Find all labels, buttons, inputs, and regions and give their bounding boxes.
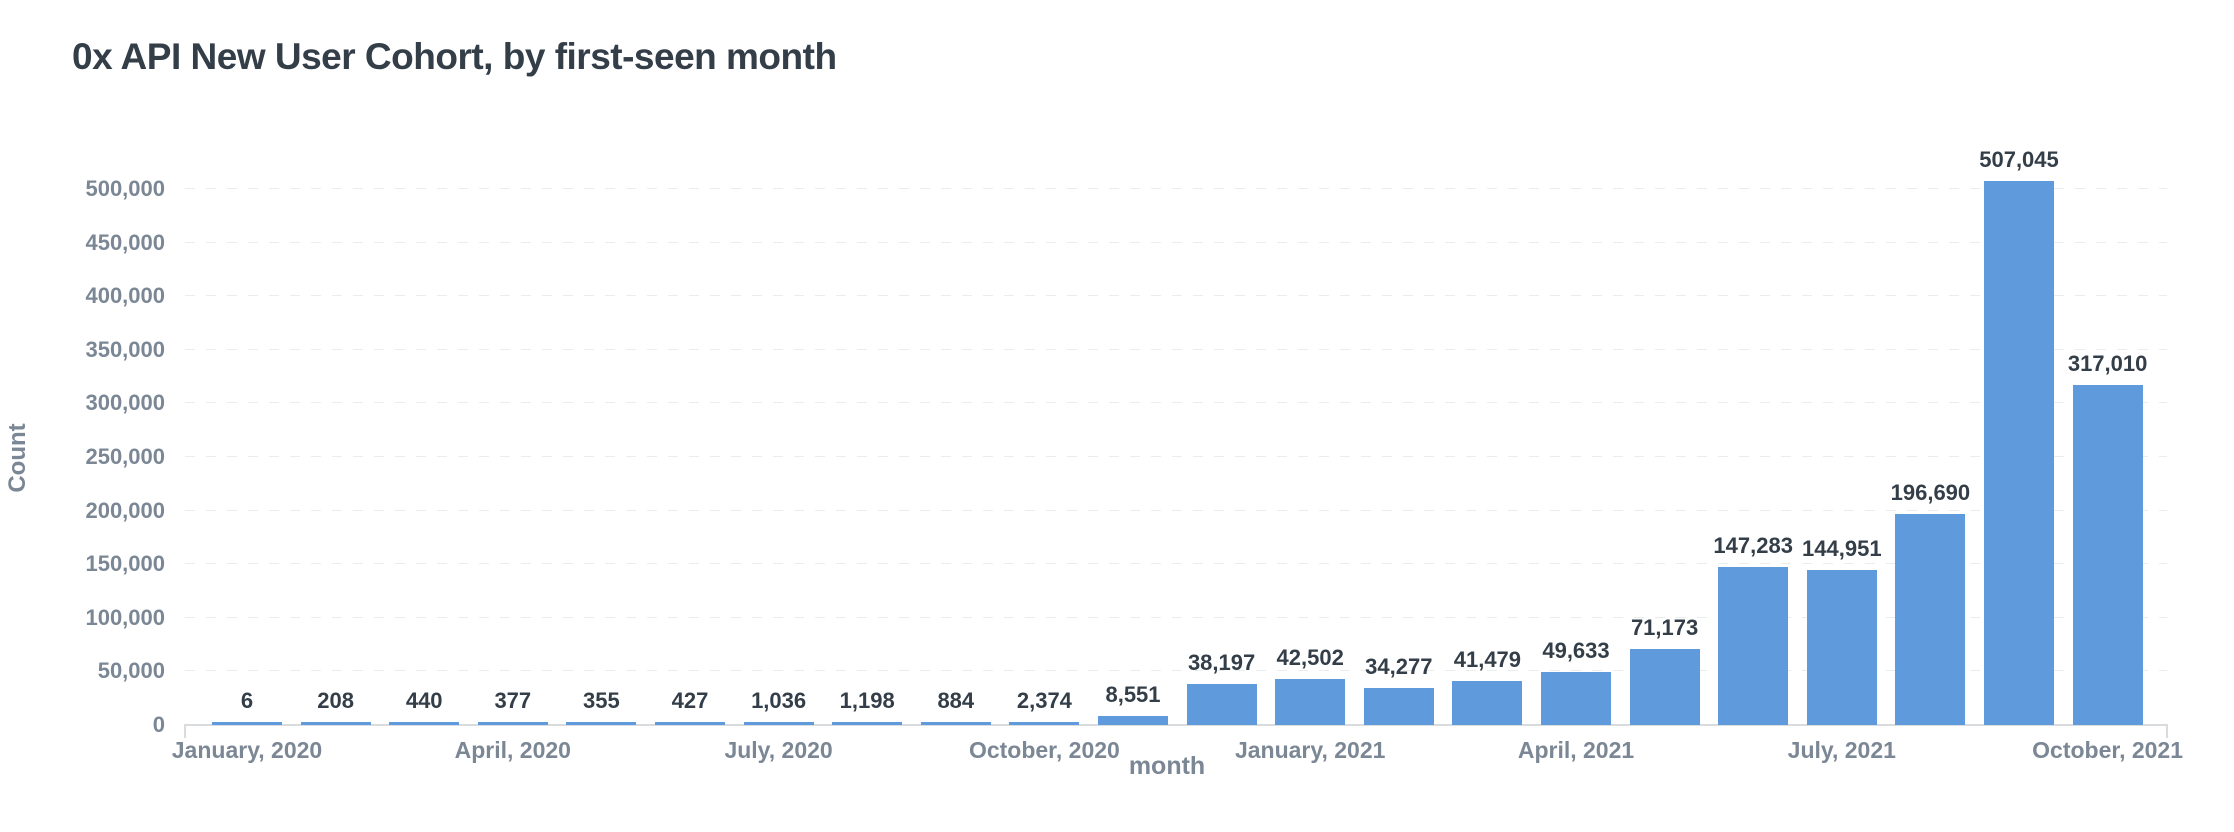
x-axis-tick-label: July, 2020 xyxy=(724,737,833,763)
bar-value-label: 6 xyxy=(240,688,254,713)
bar[interactable] xyxy=(1098,715,1168,725)
bar-value-label: 1,036 xyxy=(751,688,807,713)
bar[interactable] xyxy=(389,722,460,725)
x-axis-tick-label: July, 2021 xyxy=(1787,737,1896,763)
x-axis-tick-label: January, 2020 xyxy=(171,737,323,763)
bar[interactable] xyxy=(1186,684,1257,725)
bar-value-label: 196,690 xyxy=(1890,480,1971,506)
y-gridline xyxy=(185,509,2167,511)
bar[interactable] xyxy=(655,722,725,725)
bar-value-label: 8,551 xyxy=(1105,681,1161,707)
x-axis-title: month xyxy=(1128,752,1206,780)
bar[interactable] xyxy=(477,722,548,725)
y-axis-tick-label: 150,000 xyxy=(85,551,165,577)
bar[interactable] xyxy=(743,722,814,725)
bar-value-label: 208 xyxy=(317,688,354,713)
bar-value-label: 147,283 xyxy=(1713,533,1793,559)
x-axis-tick-label: April, 2020 xyxy=(454,737,571,763)
y-gridline xyxy=(185,348,2167,350)
bar-value-label: 71,173 xyxy=(1630,614,1699,640)
x-axis-left-tick xyxy=(184,724,186,738)
bar[interactable] xyxy=(1806,569,1877,725)
y-axis-tick-label: 300,000 xyxy=(85,390,165,416)
bar[interactable] xyxy=(1009,722,1080,725)
bar-value-label: 41,479 xyxy=(1453,646,1522,672)
y-gridline xyxy=(185,670,2167,672)
bar[interactable] xyxy=(1718,567,1789,725)
bar[interactable] xyxy=(1275,679,1346,725)
bar[interactable] xyxy=(212,722,282,725)
bar[interactable] xyxy=(1629,648,1700,725)
bar-value-label: 884 xyxy=(937,688,975,713)
y-axis-tick-label: 200,000 xyxy=(85,497,165,523)
bar-value-label: 42,502 xyxy=(1276,645,1344,671)
bar[interactable] xyxy=(832,722,903,725)
bar-value-label: 355 xyxy=(583,688,620,713)
x-axis-right-tick xyxy=(2166,724,2168,738)
y-axis-tick-label: 250,000 xyxy=(85,444,165,469)
bar-value-label: 144,951 xyxy=(1802,535,1882,561)
y-axis-tick-label: 50,000 xyxy=(97,658,165,684)
bar[interactable] xyxy=(300,722,371,725)
bar[interactable] xyxy=(1363,688,1434,725)
x-axis-line xyxy=(185,724,2167,726)
bar[interactable] xyxy=(566,722,637,725)
y-axis-tick-label: 400,000 xyxy=(85,283,165,309)
bar[interactable] xyxy=(1541,671,1611,725)
bar-value-label: 440 xyxy=(405,688,443,713)
y-axis-tick-label: 100,000 xyxy=(85,604,165,630)
bar[interactable] xyxy=(920,722,991,725)
bar-value-label: 38,197 xyxy=(1187,650,1256,676)
x-axis-tick-label: January, 2021 xyxy=(1234,737,1386,763)
bar-value-label: 427 xyxy=(671,688,709,713)
bar-value-label: 49,633 xyxy=(1542,637,1610,663)
bar-value-label: 507,045 xyxy=(1979,147,2059,173)
bar[interactable] xyxy=(1452,680,1523,725)
x-axis-tick-label: October, 2020 xyxy=(968,737,1120,763)
bar[interactable] xyxy=(1984,181,2054,725)
chart-title: 0x API New User Cohort, by first-seen mo… xyxy=(72,36,837,77)
y-axis-tick-label: 450,000 xyxy=(85,229,165,255)
bar[interactable] xyxy=(2072,385,2143,725)
y-gridline xyxy=(185,188,2167,189)
y-gridline xyxy=(185,563,2167,565)
y-gridline xyxy=(185,295,2167,297)
bar[interactable] xyxy=(1895,514,1966,725)
y-axis-tick-label: 350,000 xyxy=(85,336,165,362)
bar-value-label: 317,010 xyxy=(2067,351,2148,377)
y-gridline xyxy=(185,616,2167,618)
bar-value-label: 2,374 xyxy=(1016,688,1072,713)
x-axis-tick-label: April, 2021 xyxy=(1517,737,1635,763)
bar-value-label: 34,277 xyxy=(1365,654,1433,680)
y-gridline xyxy=(185,402,2167,404)
x-axis-tick-label: October, 2021 xyxy=(2032,737,2184,763)
bar-value-label: 377 xyxy=(494,688,532,713)
y-axis-tick-label: 500,000 xyxy=(85,176,165,201)
y-axis-tick-label: 0 xyxy=(152,712,165,737)
y-gridline xyxy=(185,241,2167,243)
y-gridline xyxy=(185,456,2167,457)
bar-value-label: 1,198 xyxy=(839,688,895,713)
